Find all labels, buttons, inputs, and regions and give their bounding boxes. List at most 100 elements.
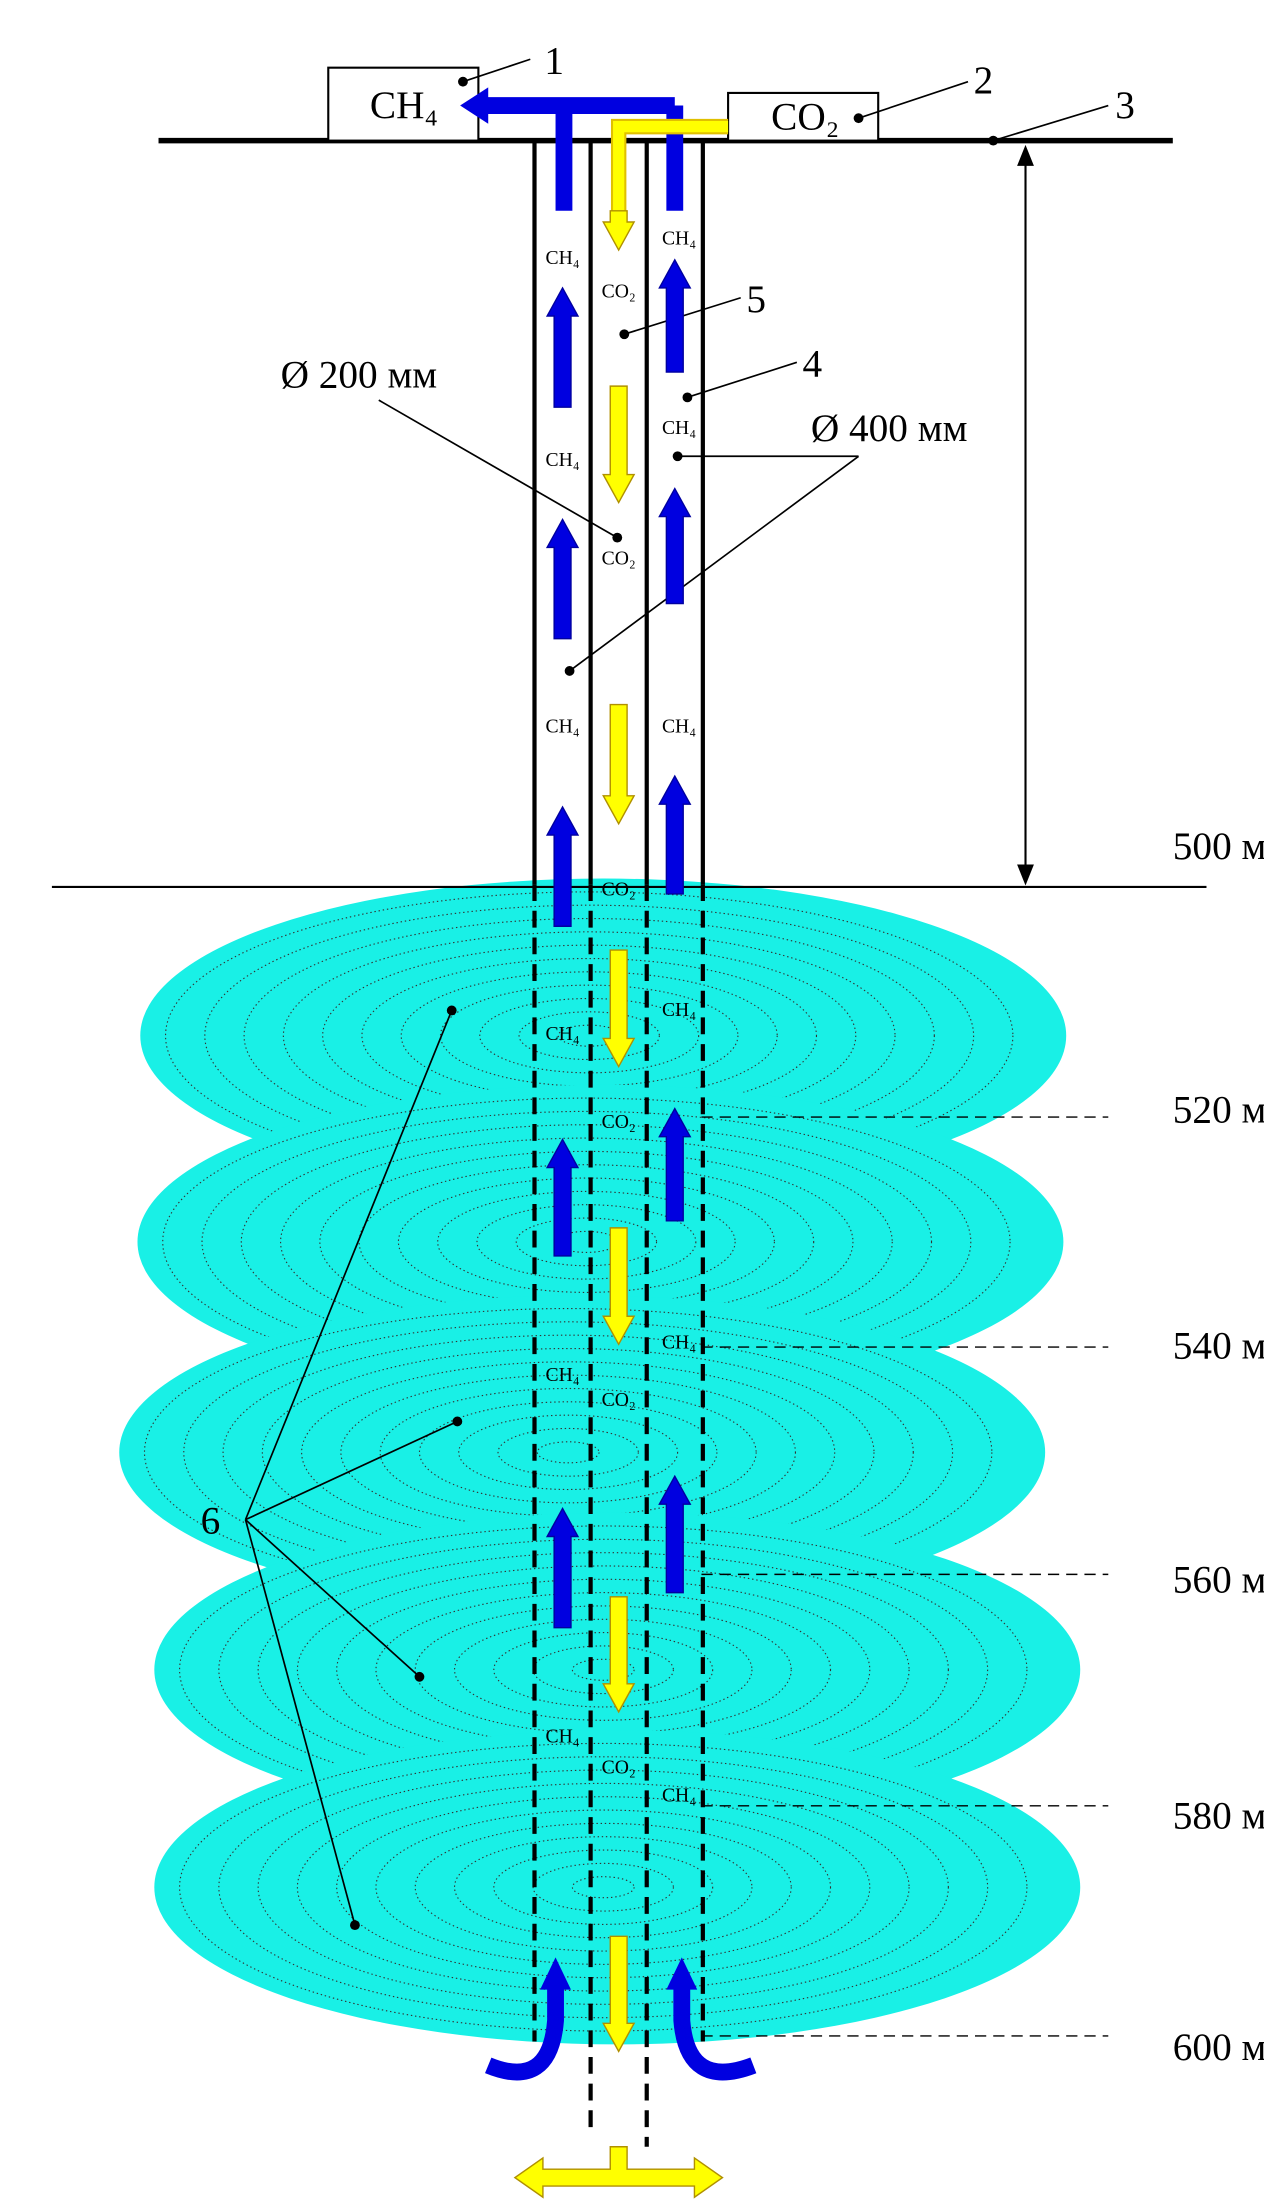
seam-texture <box>183 1321 954 1584</box>
seam-texture <box>493 1632 714 1708</box>
seam-texture <box>296 1782 910 1992</box>
seam-texture <box>476 1204 697 1280</box>
ch4-arrow <box>658 1107 692 1222</box>
callout: 1 <box>544 39 564 82</box>
seam-texture <box>336 1578 871 1761</box>
seam-texture <box>375 1809 832 1965</box>
coal-seam <box>154 1730 1081 2045</box>
leader-dots <box>350 76 999 1931</box>
seam-texture <box>162 1097 1011 1387</box>
co2-arrow <box>602 703 636 826</box>
seam-texture <box>179 1742 1028 2032</box>
ch4-arrow <box>545 286 580 408</box>
seam-texture <box>400 971 778 1101</box>
dimension-arrow <box>1017 144 1034 166</box>
gas-labels: CH₄ CH₄ CH₄ CH₄ CH₄ CH₄ CH₄ CH₄ CH₄ CH₄ CH₄ CH₄ CO₂ C… <box>546 227 697 1806</box>
depth-label: 500 м <box>1173 825 1264 868</box>
callout: 4 <box>802 342 822 385</box>
seam-texture <box>414 1822 792 1952</box>
coal-seams <box>119 878 1081 2045</box>
seam-texture <box>257 1552 949 1788</box>
gas-label: CH₄ <box>662 1785 696 1807</box>
gas-label: CH₄ <box>662 1332 696 1354</box>
ch4-arrow <box>658 1474 692 1594</box>
co2-arrow <box>602 1935 636 2053</box>
gas-label: CO₂ <box>602 878 636 900</box>
box-label: CO₂ <box>771 95 839 138</box>
seam-texture <box>536 1441 600 1464</box>
gas-label: CH₄ <box>546 247 580 269</box>
gas-label: CH₄ <box>546 716 580 738</box>
ch4-intake <box>673 1985 757 2081</box>
depth-lines <box>701 1116 1109 2037</box>
ch4-arrow <box>545 805 580 927</box>
gas-label: CO₂ <box>602 1111 636 1133</box>
callout: 2 <box>974 59 994 102</box>
seam-texture <box>515 1217 658 1267</box>
pipes <box>532 140 705 2147</box>
depth-label: 580 м <box>1173 1794 1264 1837</box>
flows <box>485 210 757 2199</box>
depth-labels: 500 м 520 м 540 м 560 м 580 м 600 м <box>1173 825 1264 2069</box>
callout: 6 <box>201 1500 221 1543</box>
ch4-intake-head <box>666 1957 698 1990</box>
seam-texture <box>218 1756 989 2019</box>
ch4-outflow-head <box>460 87 489 124</box>
seam-texture <box>301 1361 836 1544</box>
seam-texture <box>453 1836 753 1939</box>
gas-label: CH₄ <box>546 449 580 471</box>
seam-texture <box>518 1011 660 1061</box>
gas-label: CO₂ <box>602 1757 636 1779</box>
diameter-label: Ø 400 мм <box>811 407 968 450</box>
ch4-arrow <box>658 487 692 605</box>
gas-label: CO₂ <box>602 547 636 569</box>
ch4-arrow <box>658 774 692 895</box>
gas-label: CH₄ <box>546 1023 580 1045</box>
gas-label: CO₂ <box>602 281 636 303</box>
seam-texture <box>257 1769 949 2005</box>
seam-texture <box>414 1605 792 1735</box>
seam-texture <box>319 1150 854 1333</box>
co2-arrow <box>602 210 636 252</box>
co2-arrow <box>602 385 636 505</box>
callout: 5 <box>746 278 766 321</box>
seam-texture <box>453 1618 753 1721</box>
ch4-intake <box>485 1985 564 2081</box>
seam-texture <box>437 1190 736 1293</box>
depth-label: 600 м <box>1173 2026 1264 2069</box>
seam-texture <box>493 1849 714 1925</box>
callout: 3 <box>1115 84 1135 127</box>
seam-texture <box>218 1538 989 1801</box>
seam-texture <box>201 1110 972 1373</box>
seam-texture <box>497 1427 639 1477</box>
seam-texture <box>179 1525 1028 1815</box>
seam-texture <box>571 1876 635 1899</box>
depth-label: 560 м <box>1173 1559 1264 1602</box>
co2-inflow-core <box>613 120 729 225</box>
gas-label: CH₄ <box>546 1364 580 1386</box>
co2-outlet <box>513 2146 724 2199</box>
seam-texture <box>143 1307 993 1597</box>
seam-texture <box>240 1124 933 1360</box>
seam-texture <box>336 1796 871 1979</box>
seam-texture <box>379 1387 757 1517</box>
ch4-intake-head <box>540 1957 571 1990</box>
gas-label: CH₄ <box>662 999 696 1021</box>
seam-texture <box>204 904 975 1167</box>
ch4-arrow <box>545 517 580 640</box>
seam-texture <box>418 1401 718 1504</box>
gas-label: CH₄ <box>546 1726 580 1748</box>
co2-arrow <box>602 1227 636 1346</box>
seam-texture <box>571 1658 635 1681</box>
gas-label: CH₄ <box>662 227 696 249</box>
co2-arrow <box>602 1596 636 1714</box>
ch4-arrow <box>545 1506 580 1629</box>
seam-texture <box>243 917 935 1154</box>
seam-texture <box>458 1414 679 1491</box>
co2-arrow <box>602 949 636 1068</box>
diameter-label: Ø 200 мм <box>281 354 438 397</box>
depth-label: 520 м <box>1173 1089 1264 1132</box>
gas-label: CO₂ <box>602 1389 636 1411</box>
ch4-arrow <box>545 1138 580 1257</box>
